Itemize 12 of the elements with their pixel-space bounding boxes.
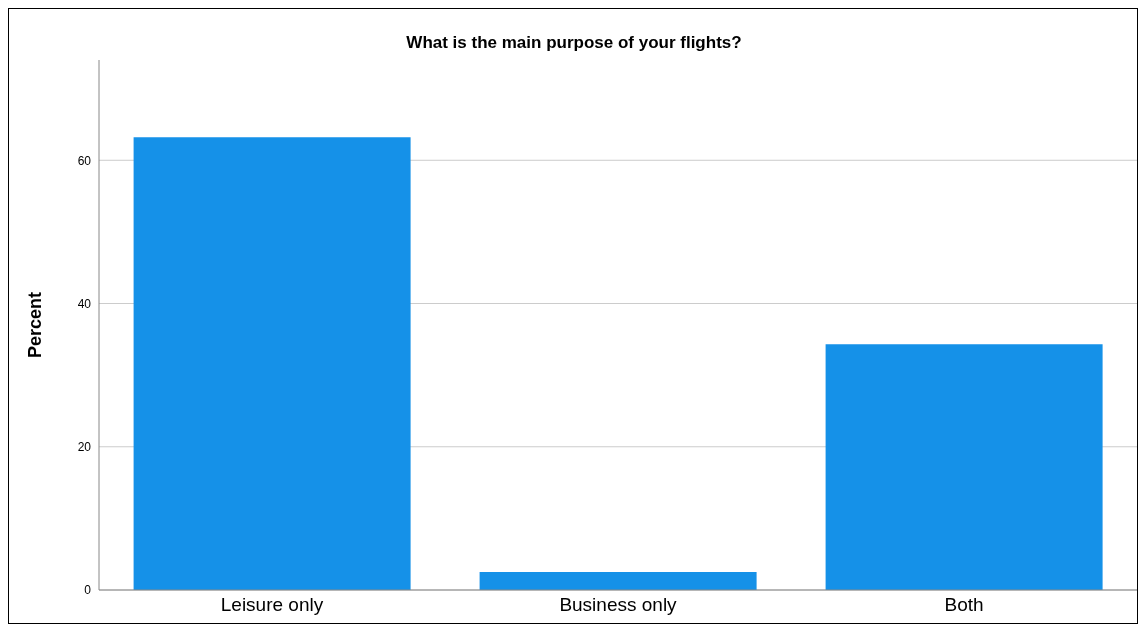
bar xyxy=(133,137,411,590)
y-tick-label: 60 xyxy=(77,153,92,168)
chart-title: What is the main purpose of your flights? xyxy=(405,33,743,53)
y-tick-label: 0 xyxy=(84,583,92,598)
x-tick-label: Leisure only xyxy=(220,594,324,616)
y-axis-title: Percent xyxy=(25,291,46,359)
bar xyxy=(825,344,1103,590)
bar xyxy=(479,572,757,590)
x-tick-label: Business only xyxy=(559,594,678,616)
x-tick-label: Both xyxy=(944,594,984,616)
y-tick-label: 40 xyxy=(77,296,92,311)
y-tick-label: 20 xyxy=(77,440,92,455)
